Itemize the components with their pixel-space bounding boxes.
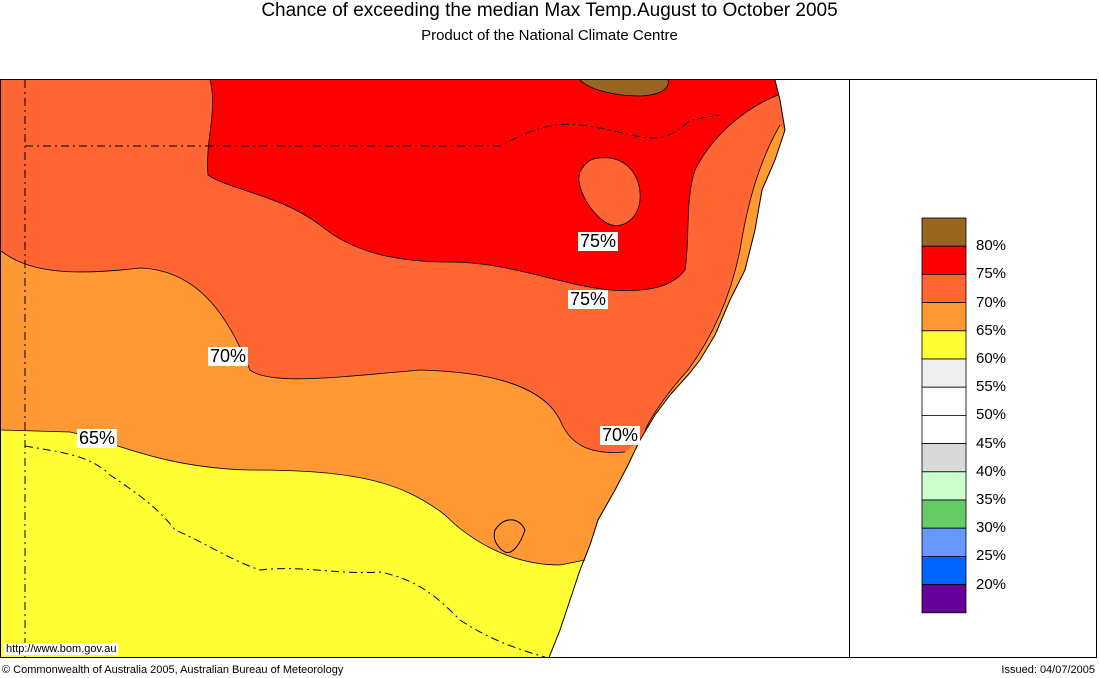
contour-label-75: 75% [568, 290, 608, 309]
contour-label-70: 70% [600, 426, 640, 445]
contour-label-70: 70% [208, 347, 248, 366]
legend-label: 60% [976, 351, 1006, 367]
legend-label: 35% [976, 492, 1006, 508]
contour-label-65: 65% [77, 429, 117, 448]
legend-label: 40% [976, 464, 1006, 480]
map-frame [0, 79, 1097, 658]
legend-label: 45% [976, 436, 1006, 452]
legend-label: 50% [976, 407, 1006, 423]
legend-label: 25% [976, 548, 1006, 564]
legend-label: 65% [976, 323, 1006, 339]
contour-label-75: 75% [578, 232, 618, 251]
legend-label: 80% [976, 238, 1006, 254]
legend-label: 30% [976, 520, 1006, 536]
issued-date: Issued: 04/07/2005 [1001, 664, 1095, 676]
source-url[interactable]: http://www.bom.gov.au [4, 643, 118, 655]
legend-label: 20% [976, 577, 1006, 593]
legend-label: 70% [976, 295, 1006, 311]
copyright-text: © Commonwealth of Australia 2005, Austra… [2, 664, 343, 676]
legend-label: 75% [976, 266, 1006, 282]
legend-label: 55% [976, 379, 1006, 395]
